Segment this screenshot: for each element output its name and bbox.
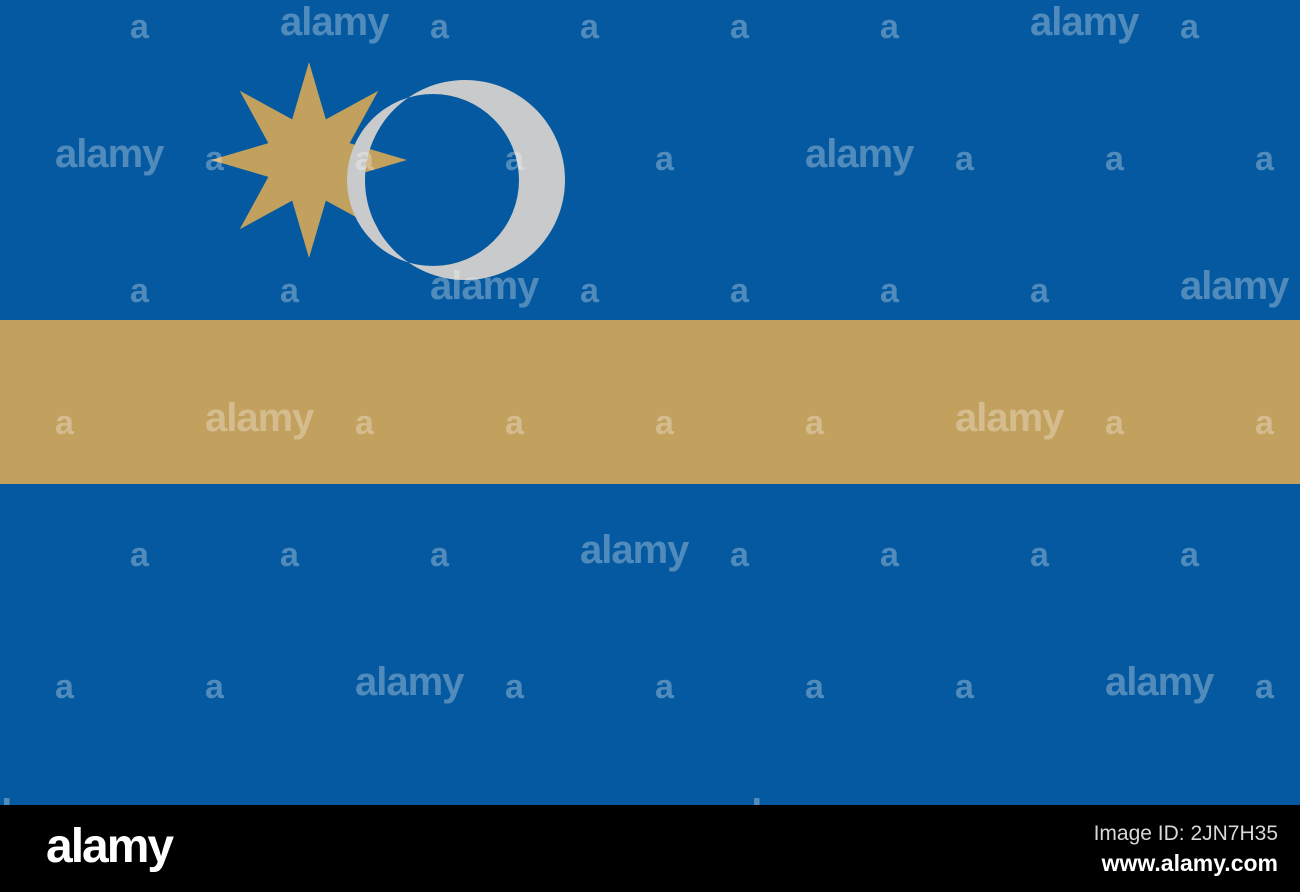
footer-meta: Image ID: 2JN7H35 www.alamy.com (1094, 821, 1278, 878)
image-id-label: Image ID: 2JN7H35 (1093, 822, 1278, 845)
flag-band-upper-blue (0, 0, 1300, 320)
flag-image: aaalamyaaaaalamyaaaalamyaaaaalamyaaaaala… (0, 0, 1300, 805)
flag-band-lower-blue (0, 484, 1300, 805)
alamy-logo: alamy (46, 820, 174, 873)
flag-band-gold (0, 320, 1300, 484)
alamy-footer-bar: alamy Image ID: 2JN7H35 www.alamy.com (0, 805, 1300, 892)
alamy-url-label: www.alamy.com (1101, 850, 1278, 877)
